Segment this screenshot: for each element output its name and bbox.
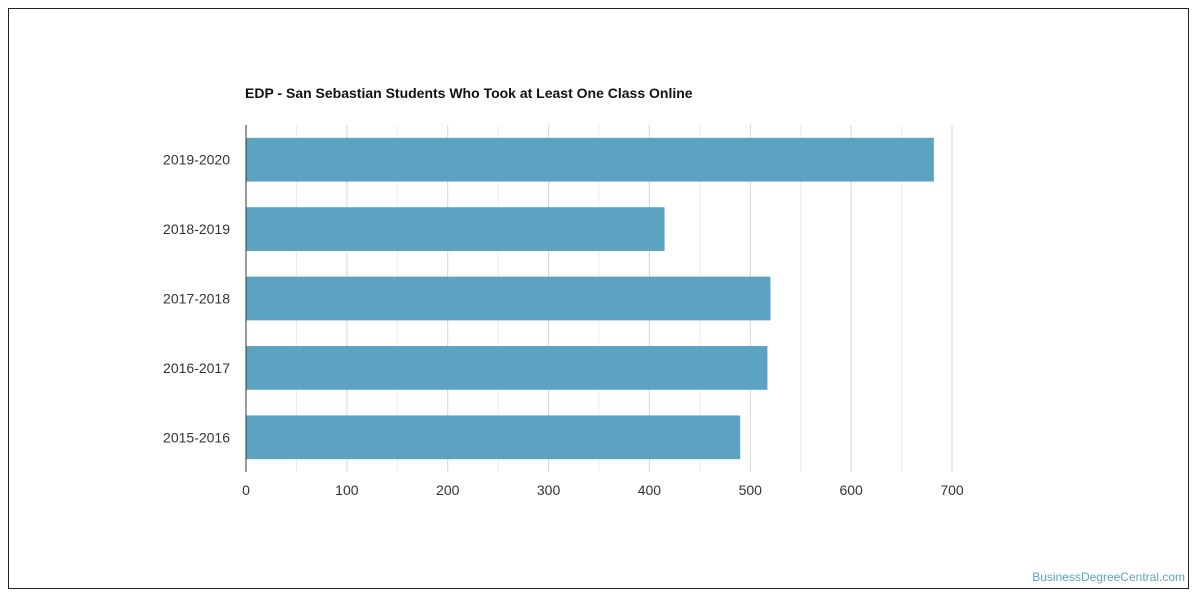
- bars: [246, 137, 934, 460]
- y-tick-label: 2019-2020: [163, 152, 230, 168]
- y-tick-label: 2015-2016: [163, 429, 230, 445]
- bar-2017-2018: [246, 276, 771, 321]
- site-watermark: BusinessDegreeCentral.com: [1032, 570, 1185, 584]
- bar-2018-2019: [246, 207, 665, 251]
- labels: 2019-2020 2018-2019 2017-2018 2016-2017 2015…: [163, 152, 964, 498]
- chart-title: EDP - San Sebastian Students Who Took at…: [245, 85, 693, 101]
- x-tick-label: 700: [940, 482, 964, 498]
- bar-2016-2017: [246, 346, 768, 390]
- x-tick-label: 300: [537, 482, 561, 498]
- y-tick-label: 2018-2019: [163, 221, 230, 237]
- bar-2019-2020: [246, 137, 934, 182]
- x-tick-label: 0: [242, 482, 250, 498]
- bar-2015-2016: [246, 415, 741, 460]
- x-tick-label: 400: [638, 482, 662, 498]
- x-tick-label: 100: [335, 482, 359, 498]
- y-tick-label: 2017-2018: [163, 291, 230, 307]
- x-tick-label: 200: [436, 482, 460, 498]
- x-tick-label: 500: [739, 482, 763, 498]
- y-tick-label: 2016-2017: [163, 360, 230, 376]
- x-tick-label: 600: [839, 482, 863, 498]
